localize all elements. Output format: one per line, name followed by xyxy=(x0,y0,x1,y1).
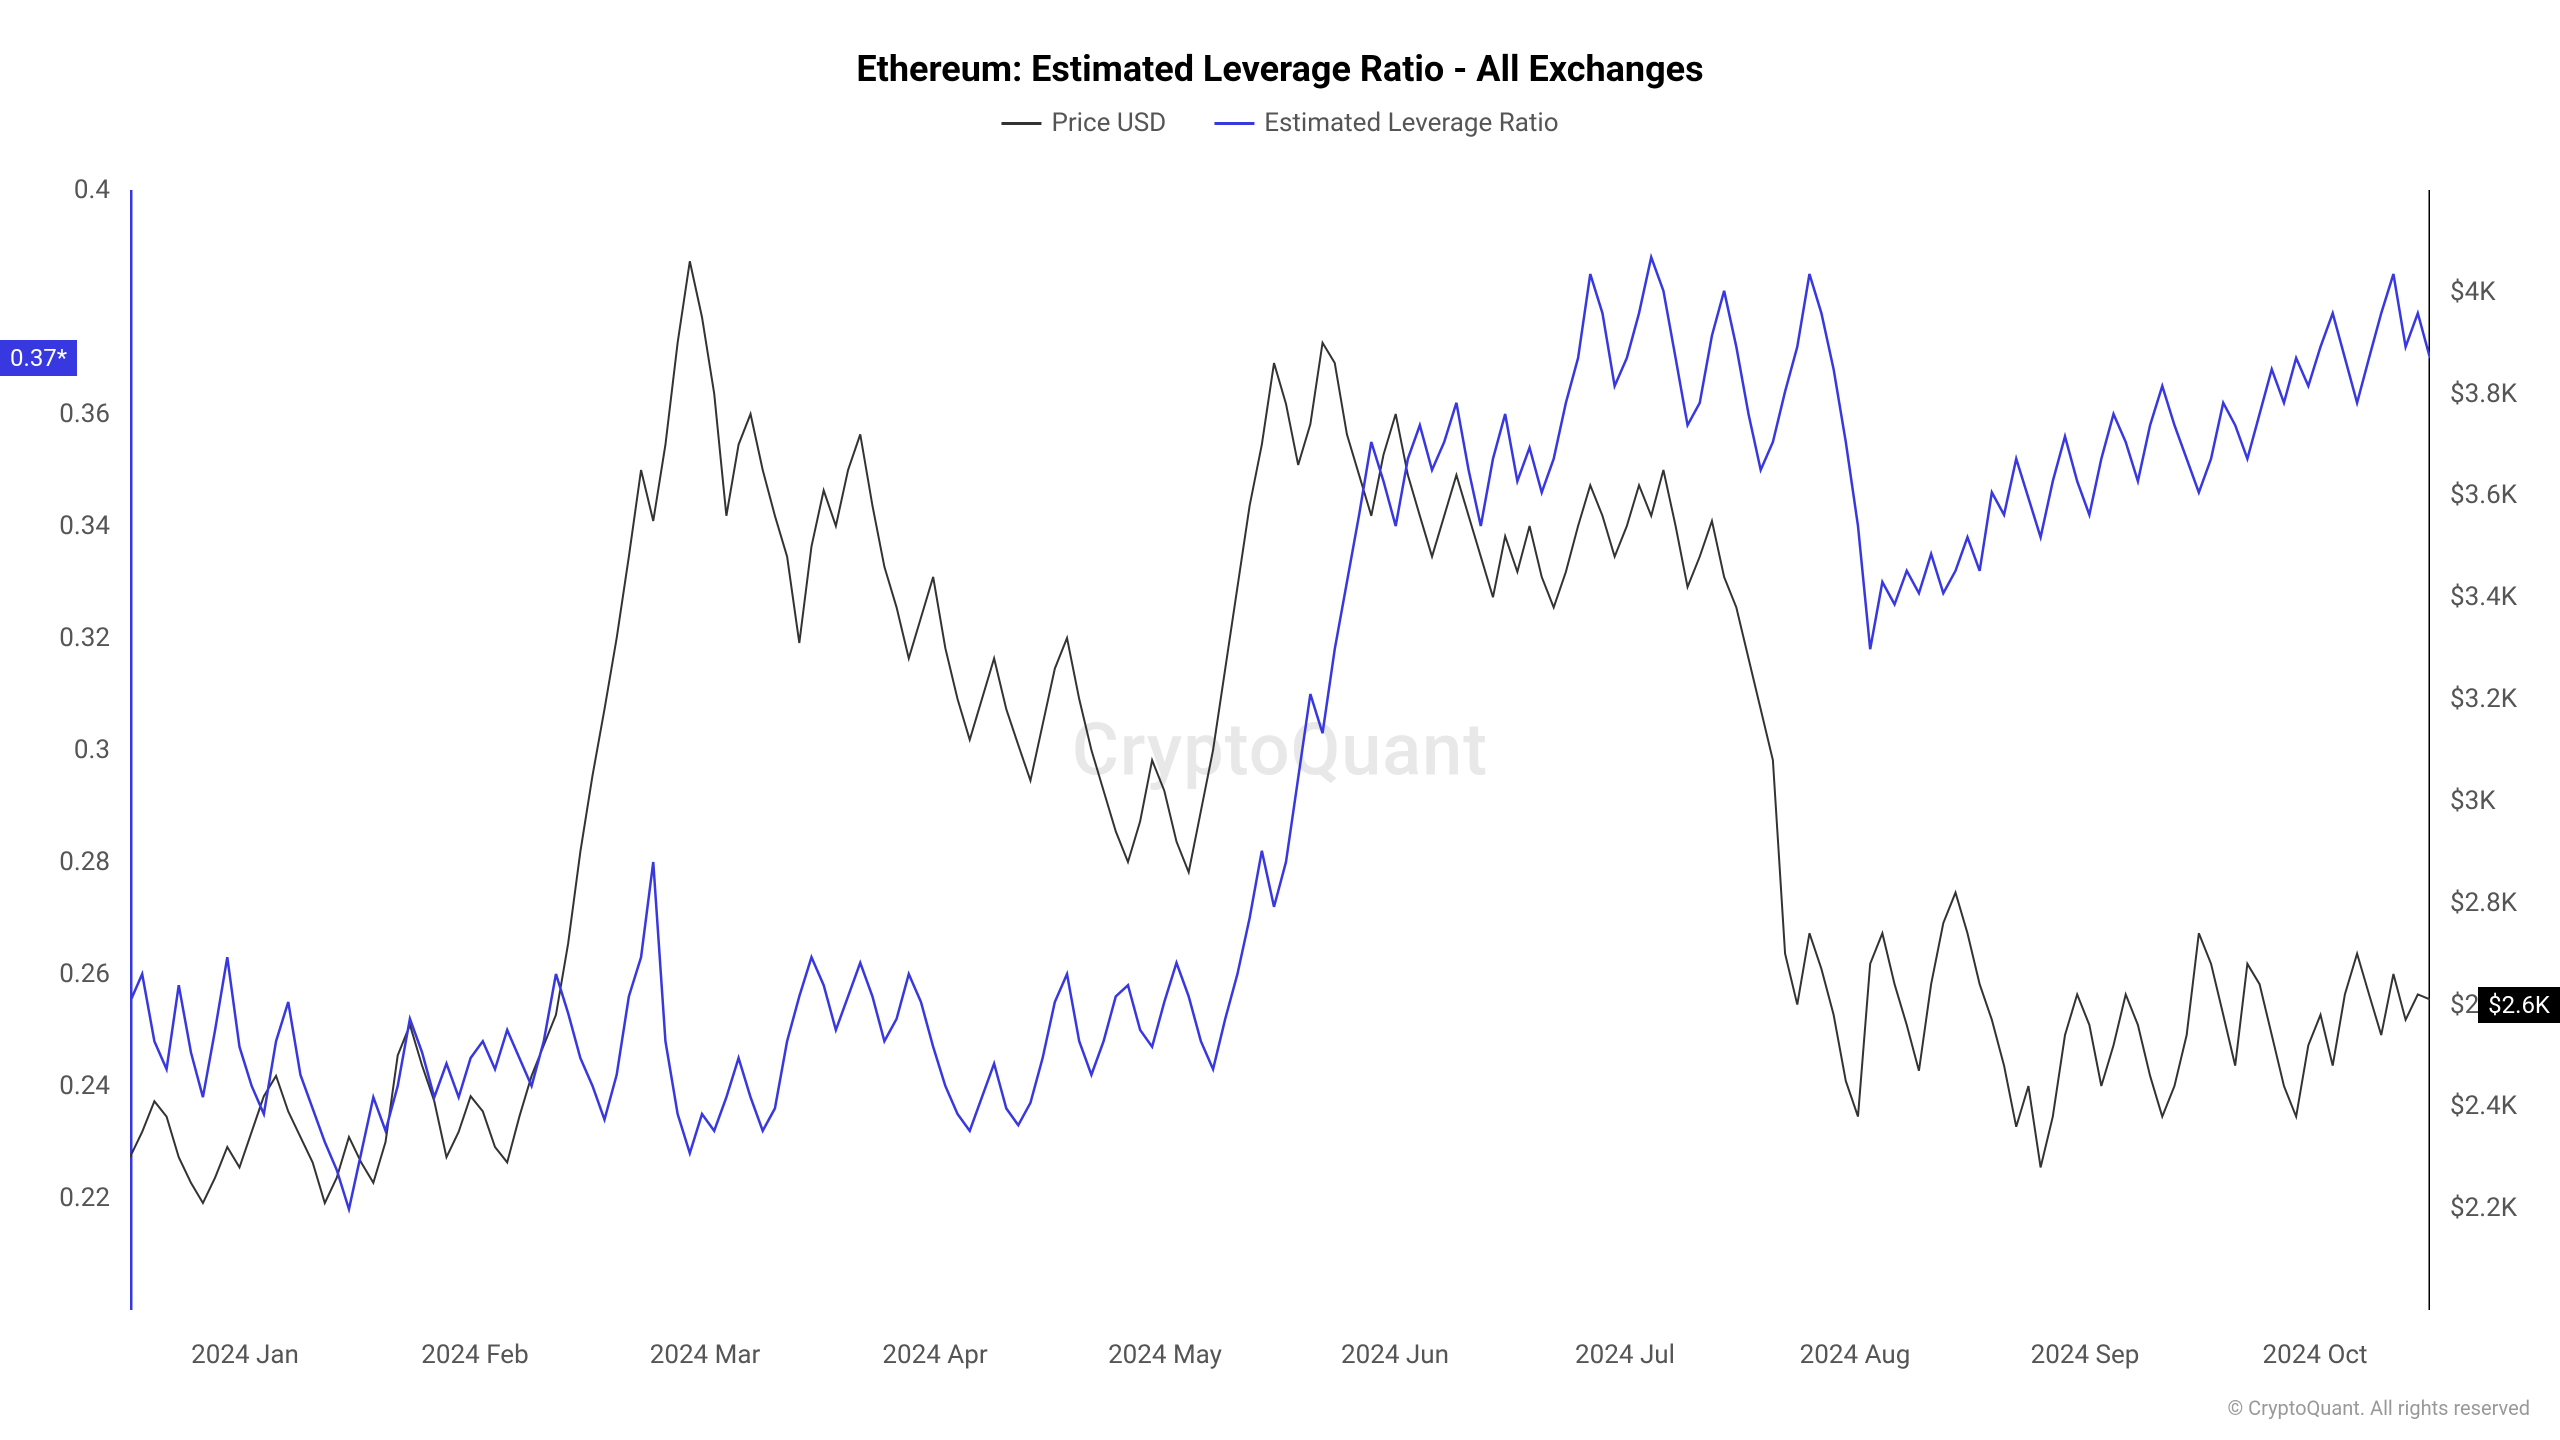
y-tick-right: $3.6K xyxy=(2450,480,2517,510)
y-tick-left: 0.24 xyxy=(59,1071,110,1101)
legend-item-price[interactable]: Price USD xyxy=(1001,108,1166,138)
y-tick-left: 0.34 xyxy=(59,511,110,541)
x-tick: 2024 Jan xyxy=(191,1340,299,1370)
x-tick: 2024 Sep xyxy=(2031,1340,2140,1370)
y-tick-left: 0.4 xyxy=(74,175,110,205)
legend-line-icon xyxy=(1214,122,1254,125)
x-tick: 2024 Jun xyxy=(1341,1340,1449,1370)
y-axis-left: 0.220.240.260.280.30.320.340.360.40.37* xyxy=(0,190,130,1310)
x-tick: 2024 Mar xyxy=(650,1340,761,1370)
x-tick: 2024 Oct xyxy=(2263,1340,2368,1370)
x-tick: 2024 Aug xyxy=(1800,1340,1911,1370)
y-tick-right: $2.4K xyxy=(2450,1091,2517,1121)
x-tick: 2024 Apr xyxy=(882,1340,987,1370)
y-tick-left: 0.3 xyxy=(74,735,110,765)
chart-legend: Price USD Estimated Leverage Ratio xyxy=(1001,108,1558,138)
y-tick-right: $3.2K xyxy=(2450,684,2517,714)
current-value-marker-left: 0.37* xyxy=(0,340,77,376)
x-axis: 2024 Jan 2024 Feb 2024 Mar 2024 Apr 2024 May… xyxy=(130,1310,2430,1440)
copyright: © CryptoQuant. All rights reserved xyxy=(2227,1396,2530,1420)
y-tick-left: 0.22 xyxy=(59,1183,110,1213)
x-tick: 2024 Feb xyxy=(421,1340,528,1370)
y-tick-left: 0.28 xyxy=(59,847,110,877)
legend-line-icon xyxy=(1001,122,1041,125)
y-tick-left: 0.26 xyxy=(59,959,110,989)
y-tick-right: $3.8K xyxy=(2450,379,2517,409)
y-tick-right: $3.4K xyxy=(2450,582,2517,612)
legend-item-leverage[interactable]: Estimated Leverage Ratio xyxy=(1214,108,1558,138)
chart-title: Ethereum: Estimated Leverage Ratio - All… xyxy=(856,48,1703,90)
plot-svg xyxy=(130,190,2430,1310)
legend-label: Estimated Leverage Ratio xyxy=(1264,108,1558,138)
y-tick-right: $4K xyxy=(2450,277,2496,307)
x-tick: 2024 May xyxy=(1108,1340,1222,1370)
y-tick-right: $3K xyxy=(2450,786,2496,816)
y-tick-right: $2.8K xyxy=(2450,888,2517,918)
series-price-usd xyxy=(130,261,2430,1203)
plot-area[interactable]: CryptoQuant xyxy=(130,190,2430,1310)
legend-label: Price USD xyxy=(1051,108,1166,138)
y-axis-right: $2.2K $2.4K $2.6K $2.8K $3K $3.2K $3.4K $3.6K $3… xyxy=(2430,190,2560,1310)
series-leverage-ratio xyxy=(130,257,2430,1209)
y-tick-right: $2.2K xyxy=(2450,1193,2517,1223)
chart-container: Ethereum: Estimated Leverage Ratio - All… xyxy=(0,0,2560,1440)
y-tick-left: 0.36 xyxy=(59,399,110,429)
y-tick-left: 0.32 xyxy=(59,623,110,653)
x-tick: 2024 Jul xyxy=(1575,1340,1675,1370)
current-value-marker-right: $2.6K xyxy=(2478,987,2560,1023)
